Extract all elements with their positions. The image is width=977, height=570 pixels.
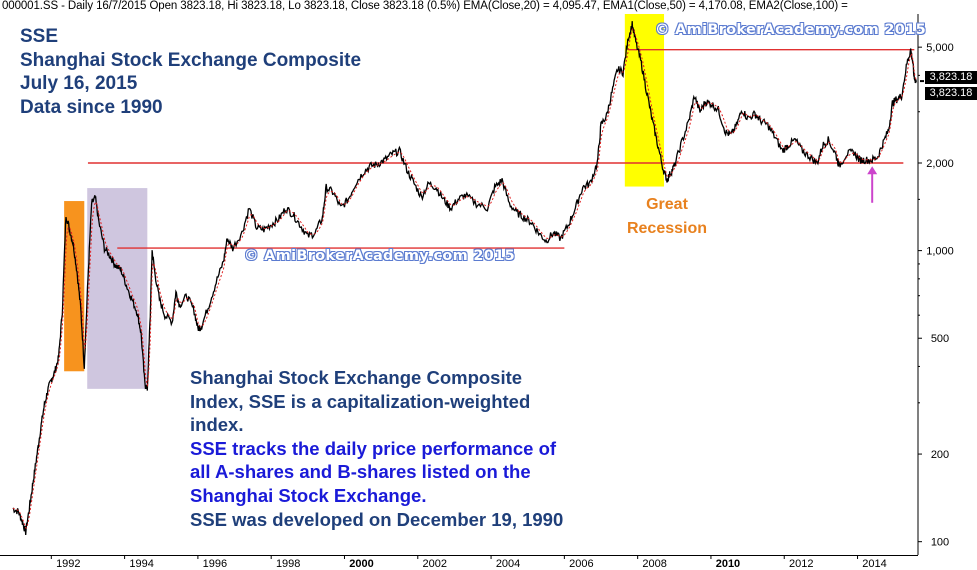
x-tick-label: 2006 [569,558,593,570]
price-marker [920,80,924,83]
x-tick-label: 1992 [56,558,80,570]
watermark-top: © AmiBrokerAcademy.com 2015 [655,22,926,38]
x-tick-label: 1998 [276,558,300,570]
x-tick-label: 2010 [716,558,740,570]
y-tick-label: 1,000 [926,246,954,258]
description-line: SSE was developed on December 19, 1990 [190,508,564,530]
price-series [12,21,917,535]
watermark-middle: © AmiBrokerAcademy.com 2015 [244,248,515,264]
header-ema100-value: = [838,0,848,12]
x-tick-label: 2008 [642,558,666,570]
description-line: Shanghai Stock Exchange. [190,484,427,506]
y-tick-label: 2,000 [926,158,954,170]
title-date: July 16, 2015 [20,73,138,94]
header-ema20-label: EMA(Close,20) [463,0,540,12]
description-line: all A-shares and B-shares listed on the [190,461,531,483]
y-tick-label: 5,000 [926,42,954,54]
x-tick-label: 1994 [129,558,153,570]
x-tick-label: 2000 [349,558,373,570]
x-tick-label: 2012 [789,558,813,570]
header-ema20-value: = 4,095.47, [539,0,603,12]
orange-zone [64,201,85,372]
chart-header: 000001.SS - Daily 16/7/2015 Open 3823.18… [2,0,848,12]
title-name: Shanghai Stock Exchange Composite [20,49,362,71]
header-ema100-label: EMA2(Close,100) [748,0,839,12]
description-text: Shanghai Stock Exchange Composite Index,… [190,366,650,531]
description-line: Index, SSE is a capitalization-weighted [190,390,531,412]
description-line: Shanghai Stock Exchange Composite [190,367,523,388]
description-line: SSE tracks the daily price performance o… [190,437,557,459]
x-tick-label: 2004 [496,558,520,570]
last-price-label: 3,823.18 [925,71,977,84]
title-block: SSE Shanghai Stock Exchange Composite Ju… [20,25,361,119]
y-tick-label: 200 [931,449,949,461]
x-tick-label: 2002 [423,558,447,570]
y-tick-label: 500 [931,333,949,345]
purple-zone [87,188,148,389]
title-data-since: Data since 1990 [20,96,163,118]
arrow-head [867,166,878,175]
ema-series [12,28,917,529]
annotation-line2: Recession [626,220,708,237]
description-line: index. [190,414,244,436]
great-recession-annotation: Great Recession [614,193,720,241]
annotation-line1: Great [646,196,688,213]
title-ticker: SSE [20,26,59,47]
header-quote: 000001.SS - Daily 16/7/2015 Open 3823.18… [2,0,464,12]
x-tick-label: 1996 [203,558,227,570]
header-ema50-label: EMA1(Close,50) [602,0,686,12]
yellow-zone [624,14,665,187]
x-tick-label: 2014 [862,558,886,570]
close-price-label: 3,823.18 [925,87,977,100]
y-tick-label: 100 [931,537,949,549]
header-ema50-value: = 4,170.08, [685,0,749,12]
